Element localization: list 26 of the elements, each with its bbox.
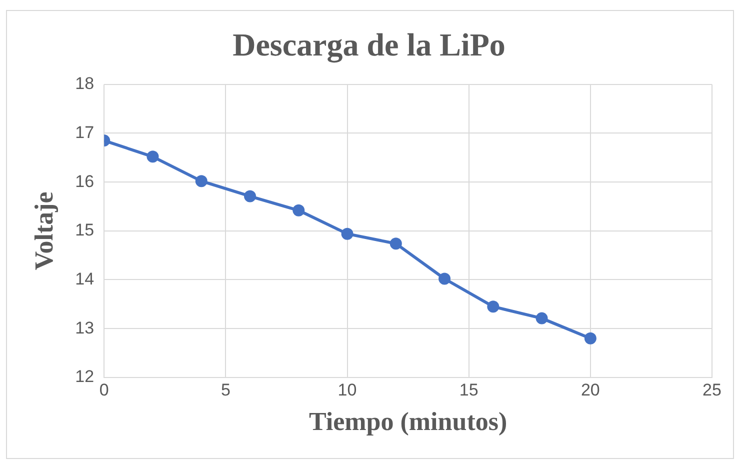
point [341, 228, 354, 240]
point [195, 175, 208, 188]
x-tick-label: 10 [338, 380, 357, 400]
point [244, 190, 256, 202]
y-tick-label: 18 [75, 74, 94, 94]
point [390, 238, 402, 250]
x-axis-title: Tiempo (minutos) [308, 407, 508, 436]
y-tick-label: 17 [75, 122, 94, 142]
point [536, 312, 548, 324]
y-tick-label: 12 [75, 367, 94, 386]
y-tick-label: 15 [75, 220, 94, 240]
x-tick-label: 15 [459, 380, 478, 400]
y-tick-label: 13 [75, 318, 94, 338]
y-axis-title: Voltaje [29, 192, 58, 270]
point [487, 300, 500, 313]
y-tick-label: 14 [75, 269, 94, 288]
y-tick-label: 16 [75, 172, 94, 191]
point [146, 150, 159, 163]
x-tick-label: 5 [220, 380, 230, 400]
x-tick-label: 0 [99, 380, 109, 400]
point [292, 204, 305, 216]
x-tick-label: 20 [580, 380, 600, 400]
point [584, 332, 596, 344]
x-tick-label: 25 [702, 380, 722, 400]
chart-title: Descarga de la LiPo [232, 26, 506, 64]
point [438, 272, 451, 285]
